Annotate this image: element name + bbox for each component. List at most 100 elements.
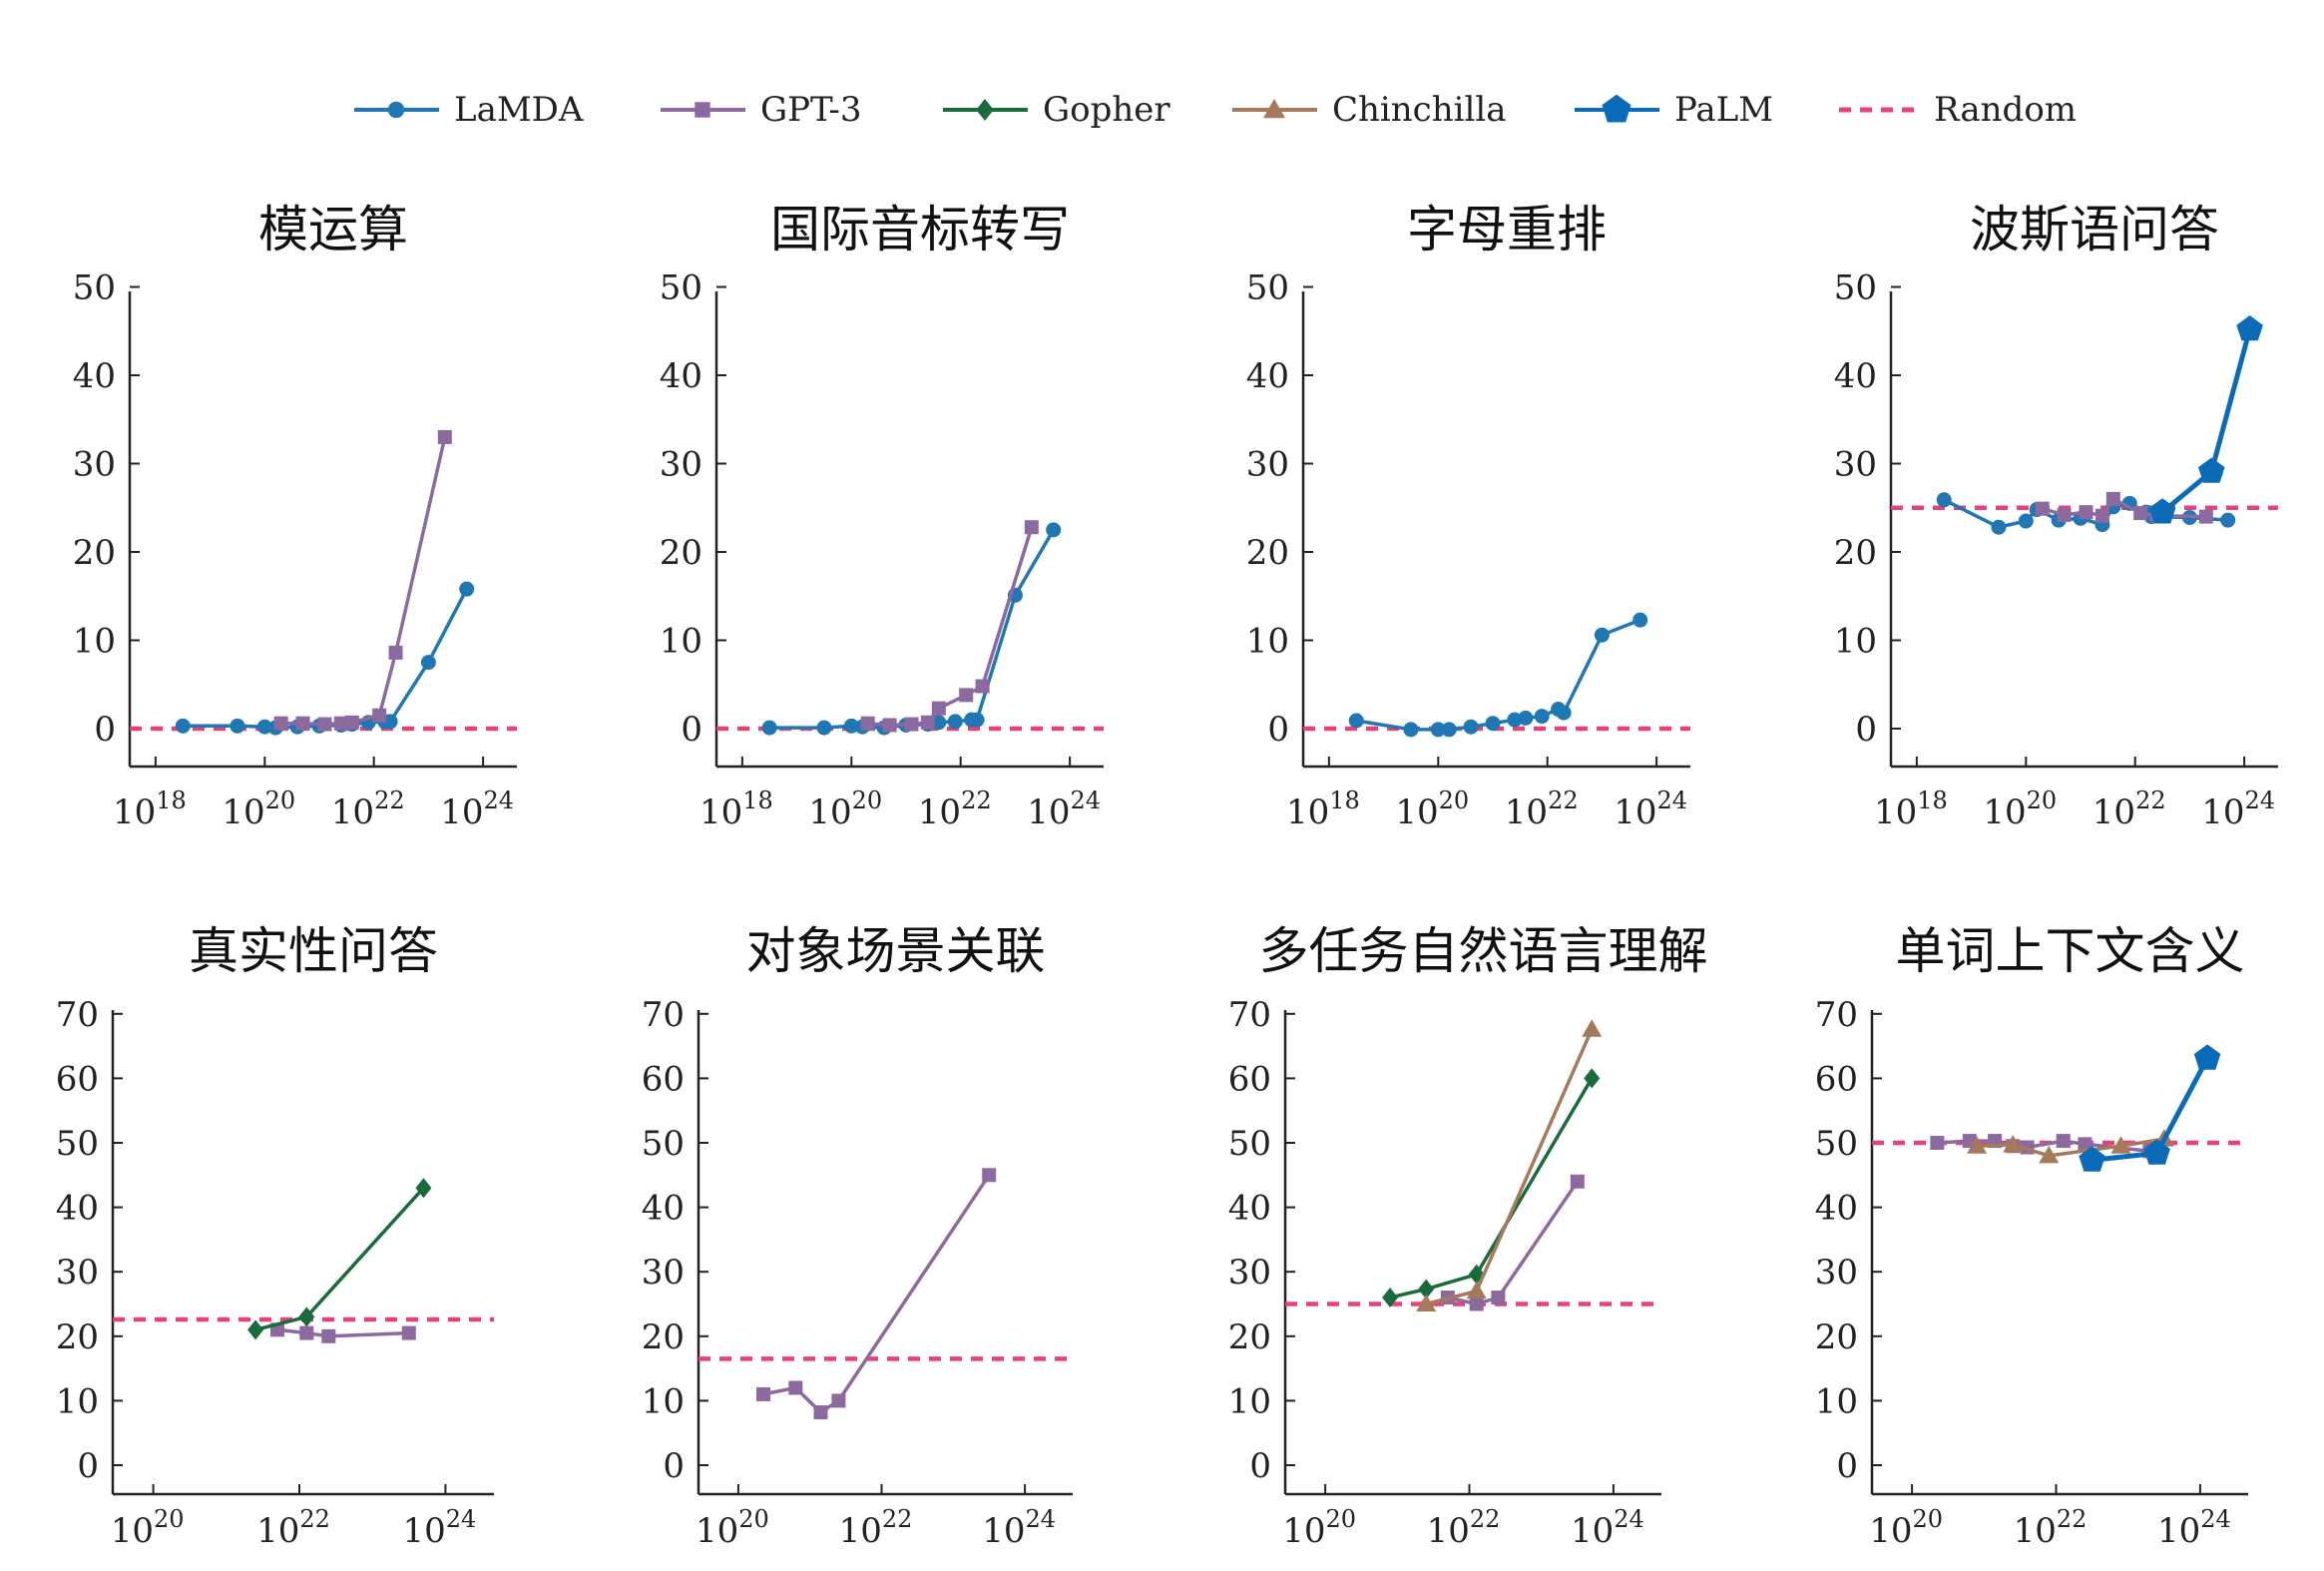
data-point <box>230 718 245 734</box>
y-tick-label: 50 <box>1228 1124 1271 1164</box>
chart-title: 字母重排 <box>1407 201 1607 259</box>
data-point <box>831 1393 846 1408</box>
y-tick-label: 70 <box>56 995 99 1035</box>
y-tick-label: 20 <box>1228 1317 1271 1357</box>
x-tick-label: 1020 <box>1983 786 2057 832</box>
y-tick-label: 40 <box>1815 1189 1858 1229</box>
data-point <box>382 714 398 730</box>
x-tick-label: 1022 <box>1505 786 1579 832</box>
data-point <box>2035 501 2050 516</box>
x-tick-label: 1020 <box>1282 1505 1356 1551</box>
data-point <box>2018 513 2034 529</box>
x-tick-label: 1024 <box>1027 786 1101 832</box>
x-tick-label: 1020 <box>1869 1505 1943 1551</box>
data-point <box>415 1178 432 1199</box>
chart-title: 单词上下文含义 <box>1896 922 2245 980</box>
x-tick-label: 1022 <box>2014 1505 2088 1551</box>
y-tick-label: 70 <box>1815 995 1858 1035</box>
data-point <box>761 720 777 736</box>
legend-item: Random <box>1839 90 2077 130</box>
data-point <box>317 717 332 732</box>
x-tick-label: 1024 <box>402 1505 476 1551</box>
y-tick-label: 10 <box>1246 622 1289 662</box>
x-tick-label: 1022 <box>331 786 405 832</box>
data-point <box>1046 522 1062 538</box>
data-point <box>860 716 875 731</box>
data-point <box>982 1168 997 1183</box>
data-point <box>2198 509 2213 524</box>
data-point <box>1441 722 1457 738</box>
x-tick-label: 1018 <box>1286 786 1360 832</box>
y-tick-label: 50 <box>56 1124 99 1164</box>
data-point <box>1518 710 1534 726</box>
data-point <box>2056 1134 2071 1149</box>
data-point <box>372 708 387 723</box>
data-point <box>1485 716 1501 732</box>
y-tick-label: 10 <box>1834 622 1877 662</box>
data-point <box>175 718 191 734</box>
x-tick-label: 1022 <box>256 1505 330 1551</box>
y-tick-label: 40 <box>1834 356 1877 396</box>
data-point <box>1466 1281 1487 1300</box>
series-line <box>1389 1077 1594 1300</box>
data-point <box>1632 612 1648 628</box>
legend-marker <box>976 99 994 121</box>
data-point <box>2094 508 2109 523</box>
data-point <box>2057 507 2072 522</box>
series-line <box>254 1187 425 1331</box>
data-point <box>1534 709 1550 725</box>
x-tick-label: 1024 <box>1614 786 1687 832</box>
data-point <box>295 716 310 731</box>
data-point <box>1967 1136 1988 1154</box>
y-tick-label: 20 <box>642 1317 685 1357</box>
data-point <box>321 1328 336 1343</box>
y-tick-label: 30 <box>642 1253 685 1293</box>
data-point <box>931 715 947 731</box>
chart-title: 对象场景关联 <box>746 922 1046 980</box>
data-point <box>931 701 946 716</box>
data-point <box>1930 1136 1945 1150</box>
data-point <box>1024 520 1039 535</box>
x-tick-label: 1020 <box>696 1505 769 1551</box>
y-tick-label: 0 <box>663 1446 685 1486</box>
data-point <box>256 719 272 735</box>
series-line <box>1447 1180 1580 1307</box>
y-tick-label: 0 <box>94 710 116 750</box>
y-tick-label: 60 <box>1815 1059 1858 1099</box>
y-tick-label: 70 <box>1228 995 1271 1035</box>
data-point <box>388 645 403 660</box>
data-point <box>1416 1294 1437 1311</box>
y-tick-label: 70 <box>642 995 685 1035</box>
y-tick-label: 20 <box>73 533 116 573</box>
data-point <box>1991 519 2007 535</box>
data-point <box>1582 1019 1603 1037</box>
y-tick-label: 60 <box>56 1059 99 1099</box>
y-tick-label: 10 <box>642 1381 685 1421</box>
y-tick-label: 0 <box>1249 1446 1271 1486</box>
data-point <box>920 715 935 730</box>
legend-label: Random <box>1934 90 2077 130</box>
chart-title: 真实性问答 <box>189 922 438 980</box>
y-tick-label: 20 <box>1834 533 1877 573</box>
y-tick-label: 20 <box>660 533 702 573</box>
legend-marker <box>387 101 405 119</box>
y-tick-label: 30 <box>1834 445 1877 485</box>
x-tick-label: 1022 <box>918 786 992 832</box>
data-point <box>975 679 990 694</box>
x-tick-label: 1020 <box>1395 786 1469 832</box>
x-tick-label: 1020 <box>222 786 295 832</box>
x-tick-label: 1024 <box>2157 1505 2231 1551</box>
y-tick-label: 30 <box>1246 445 1289 485</box>
data-point <box>2003 1134 2024 1153</box>
y-tick-label: 40 <box>660 356 702 396</box>
series-line <box>276 1327 409 1338</box>
data-point <box>2079 505 2093 520</box>
y-tick-label: 0 <box>77 1446 99 1486</box>
y-tick-label: 50 <box>642 1124 685 1164</box>
y-tick-label: 40 <box>73 356 116 396</box>
data-point <box>2198 457 2225 483</box>
